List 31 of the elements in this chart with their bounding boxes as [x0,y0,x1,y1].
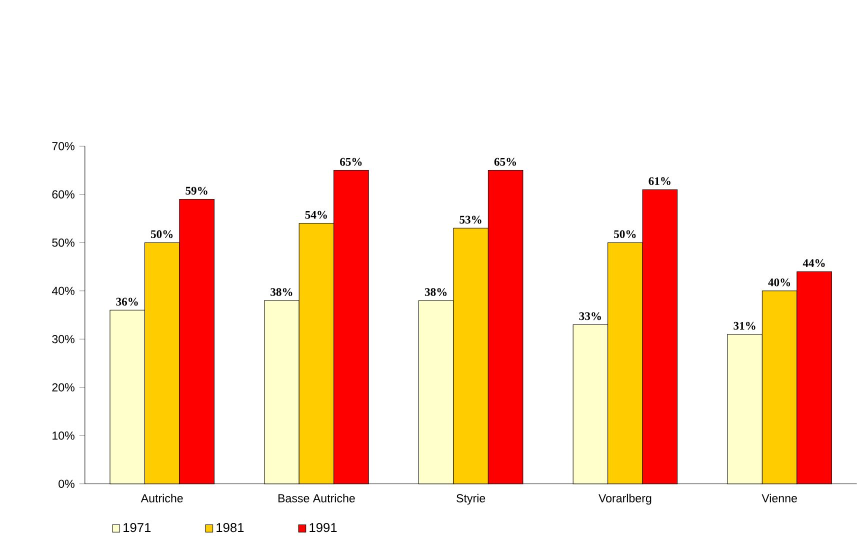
data-label: 65% [494,158,516,166]
y-tick-label: 60% [52,190,74,198]
legend-label: 1971 [124,522,151,532]
x-tick-label: Vorarlberg [598,494,652,505]
y-tick-label: 20% [52,383,74,392]
data-label: 38% [270,288,292,296]
data-label: 31% [734,322,756,330]
x-tick-label: Autriche [140,494,183,502]
data-label: 38% [424,288,447,296]
y-tick-label: 50% [52,238,74,247]
legend-label: 1981 [216,522,244,532]
data-label: 40% [768,278,790,286]
y-tick-label: 30% [52,334,74,344]
data-label: 36% [116,298,138,306]
data-label: 50% [150,230,173,238]
data-label: 33% [579,312,601,320]
data-label: 50% [614,230,636,238]
x-tick-label: Basse Autriche [278,494,355,502]
x-tick-label: Styrie [456,494,486,505]
y-tick-label: 70% [52,142,74,150]
data-label: 59% [186,186,208,195]
y-tick-label: 10% [52,431,74,440]
x-tick-label: Vienne [762,494,797,502]
data-label: 61% [648,177,670,186]
y-tick-label: 40% [52,286,74,295]
legend-label: 1991 [310,522,337,532]
data-label: 44% [802,259,825,268]
data-label: 54% [305,210,327,219]
y-tick-label: 0% [58,480,74,488]
data-label: 53% [460,216,482,224]
data-label: 65% [340,158,362,166]
